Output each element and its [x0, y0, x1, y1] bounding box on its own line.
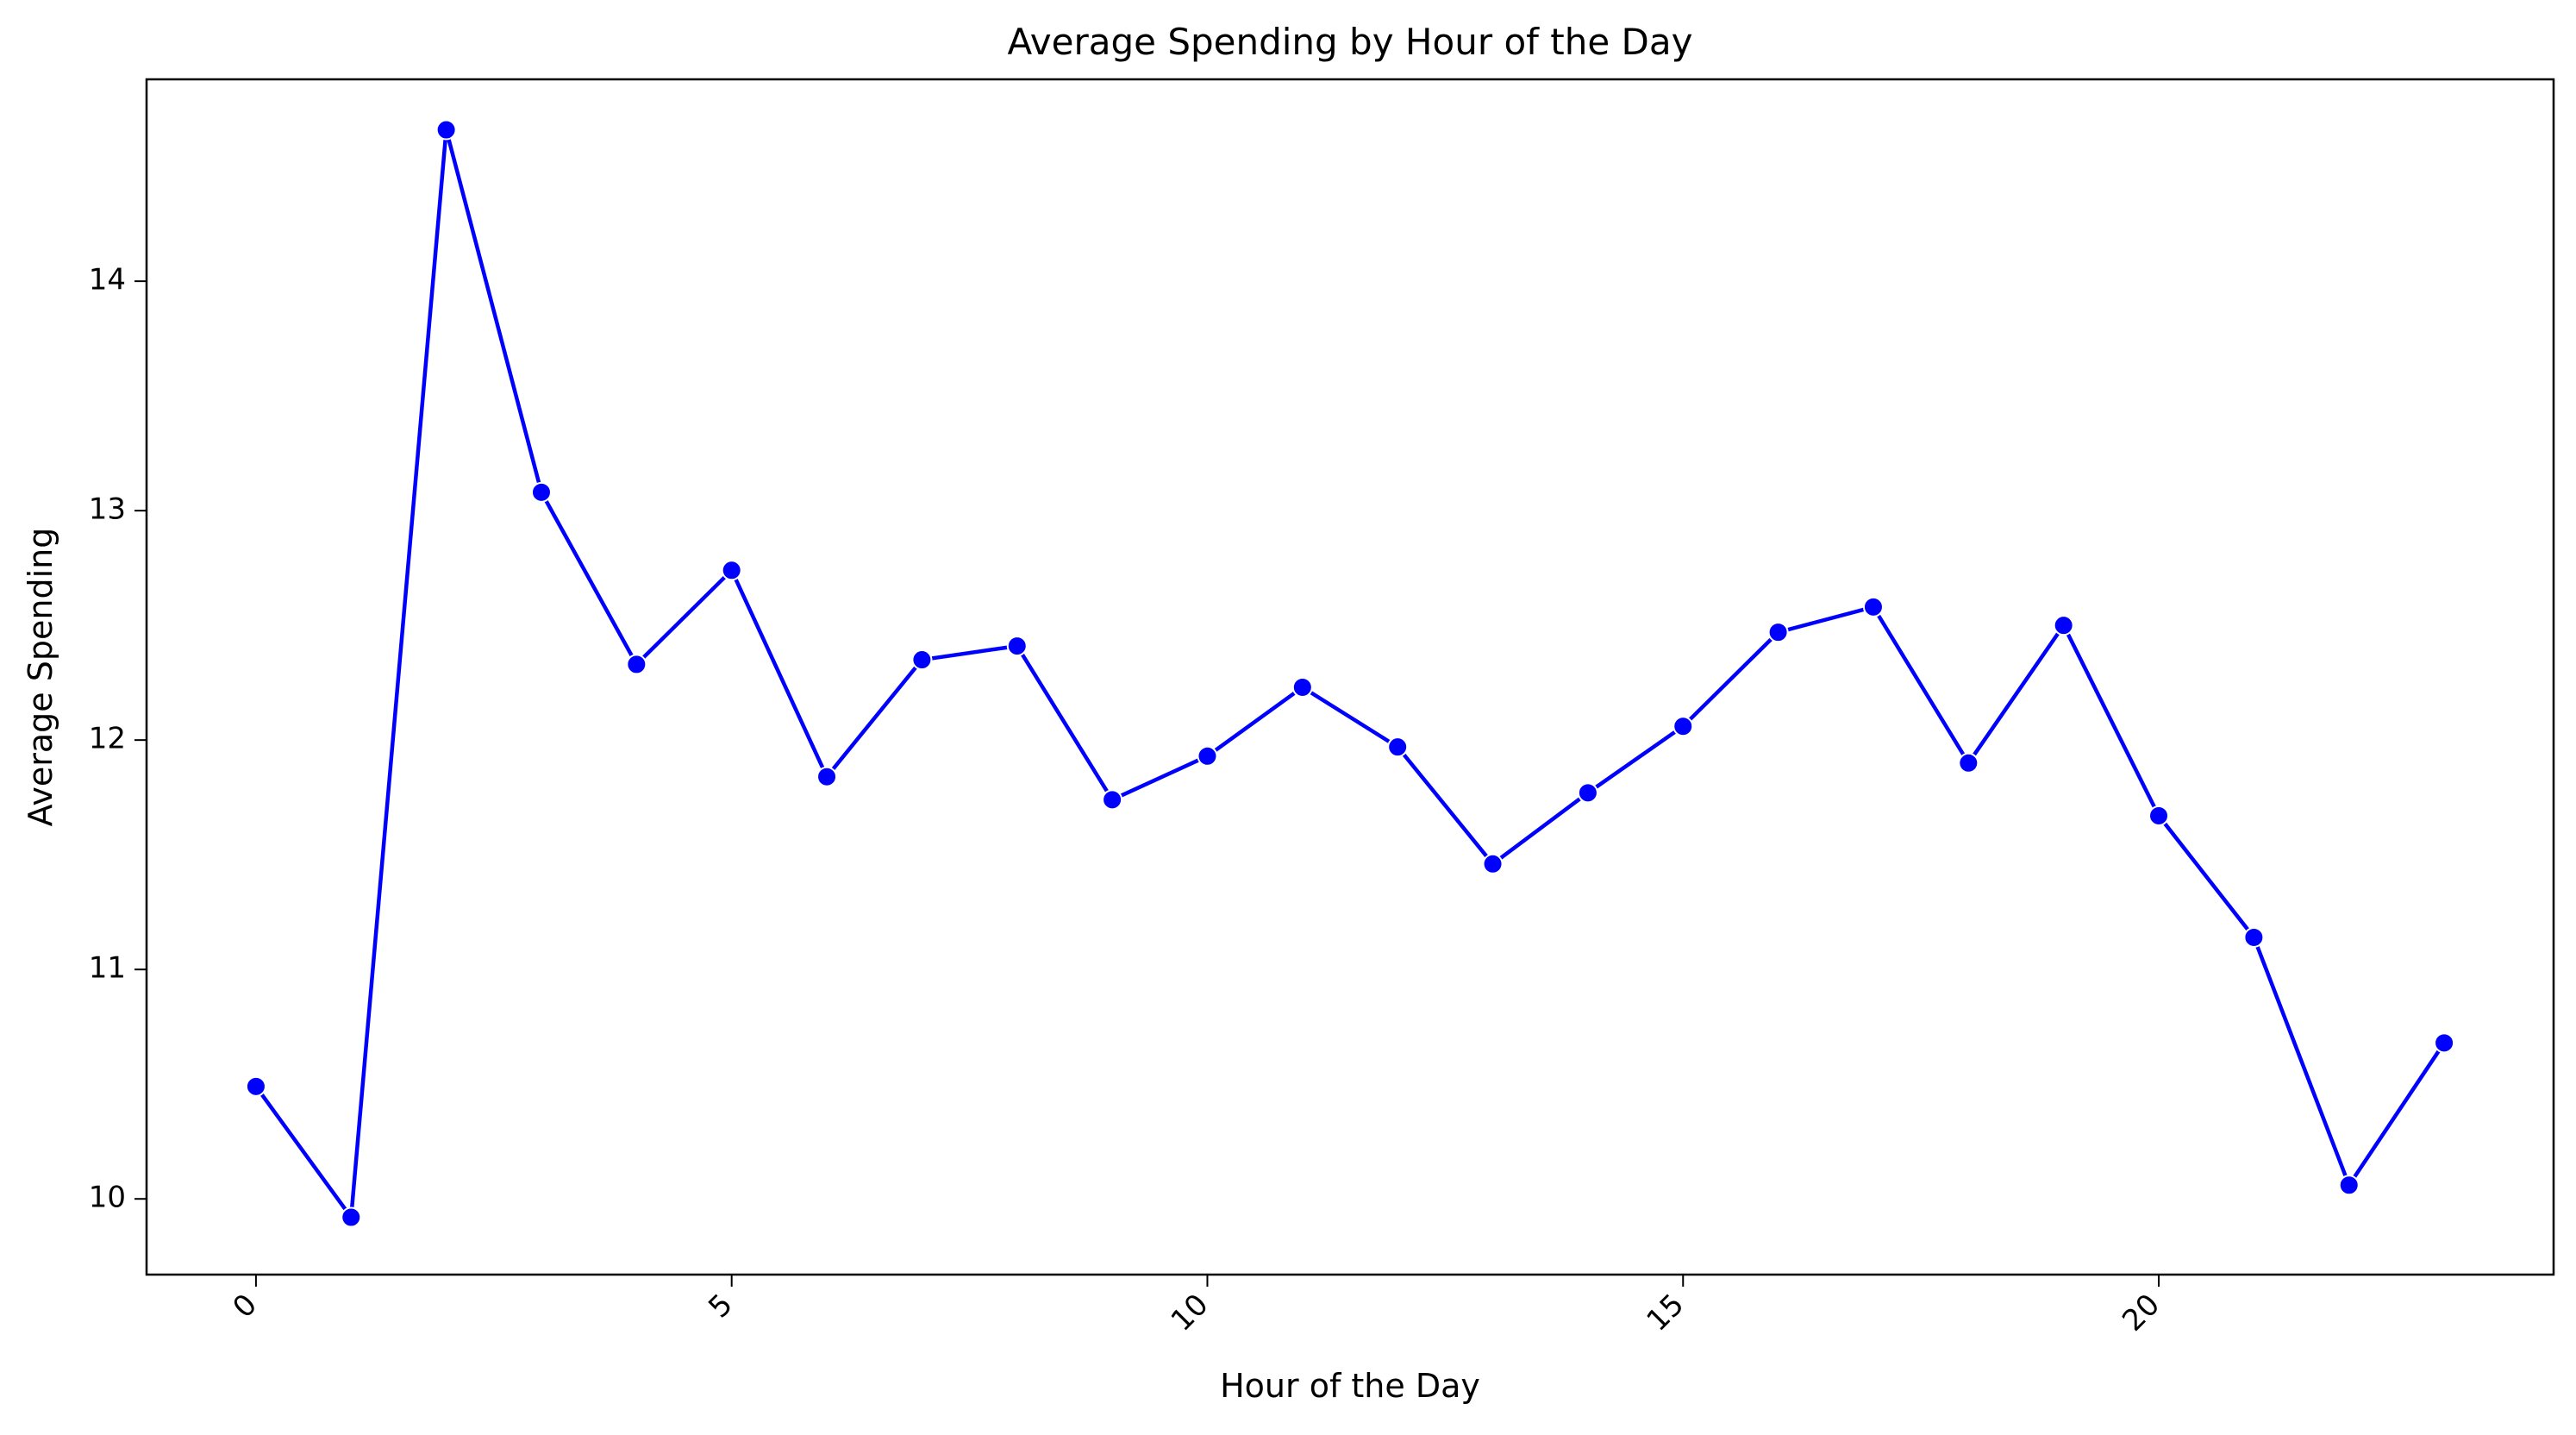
data-point [1767, 622, 1789, 643]
data-point [816, 766, 838, 787]
data-point [245, 1075, 266, 1097]
data-point [1102, 789, 1123, 811]
data-point [341, 1206, 362, 1228]
x-tick-label: 10 [1165, 1288, 1216, 1338]
x-tick-label: 15 [1640, 1288, 1691, 1338]
data-point [1482, 853, 1504, 874]
data-point [2338, 1175, 2360, 1196]
data-point [2243, 926, 2265, 948]
y-tick-label: 14 [89, 263, 126, 298]
series-layer [245, 119, 2455, 1228]
data-point [626, 654, 647, 675]
data-point [1862, 596, 1884, 617]
plot-frame [145, 78, 2555, 1276]
data-point [1006, 636, 1028, 657]
x-tick-label: 5 [702, 1288, 740, 1325]
chart-title: Average Spending by Hour of the Day [1008, 21, 1693, 63]
x-tick-label: 0 [226, 1288, 264, 1325]
data-point [1577, 782, 1598, 804]
data-point [911, 649, 933, 671]
data-point [1387, 736, 1409, 758]
data-point [2053, 615, 2074, 636]
data-point [1673, 716, 1694, 737]
y-tick-label: 11 [89, 951, 126, 986]
y-axis-label: Average Spending [22, 528, 59, 827]
y-tick-label: 10 [89, 1181, 126, 1215]
x-tick-label: 20 [2116, 1288, 2166, 1338]
data-point [1958, 752, 1979, 774]
data-point [721, 560, 742, 581]
data-point [435, 119, 457, 141]
axes: 0 5 10 15 20 10 11 12 13 14 [89, 78, 2555, 1338]
data-point [1291, 676, 1313, 698]
data-point [1197, 745, 1218, 767]
data-point [2434, 1032, 2455, 1054]
series-line [253, 128, 2447, 1219]
y-tick-label: 13 [89, 492, 126, 527]
y-tick-label: 12 [89, 722, 126, 756]
data-point [2148, 805, 2170, 826]
x-axis-label: Hour of the Day [1220, 1367, 1480, 1405]
data-point [530, 481, 552, 503]
